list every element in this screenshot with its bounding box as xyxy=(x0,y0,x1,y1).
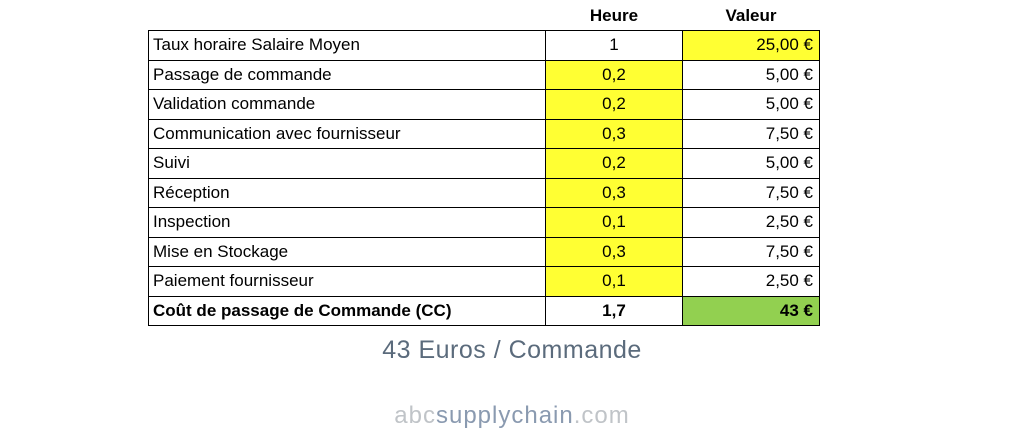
row-label: Paiement fournisseur xyxy=(148,266,546,297)
hours-cell: 0,3 xyxy=(545,177,683,208)
value-cell: 5,00 € xyxy=(682,89,820,120)
row-label: Validation commande xyxy=(148,89,546,120)
hours-cell: 1,7 xyxy=(545,295,683,326)
table-row: Inspection 0,1 2,50 € xyxy=(148,207,820,238)
table-row: Validation commande 0,2 5,00 € xyxy=(148,89,820,120)
hours-cell: 0,1 xyxy=(545,207,683,238)
table-row: Coût de passage de Commande (CC) 1,7 43 € xyxy=(148,295,820,326)
value-cell: 7,50 € xyxy=(682,118,820,149)
row-label: Suivi xyxy=(148,148,546,179)
table-body: Taux horaire Salaire Moyen 1 25,00 € Passag… xyxy=(148,30,820,326)
value-cell: 7,50 € xyxy=(682,177,820,208)
table-row: Paiement fournisseur 0,1 2,50 € xyxy=(148,266,820,297)
header-empty xyxy=(149,2,546,31)
value-cell: 5,00 € xyxy=(682,148,820,179)
row-label: Communication avec fournisseur xyxy=(148,118,546,149)
value-cell: 43 € xyxy=(682,295,820,326)
table-row: Communication avec fournisseur 0,3 7,50 € xyxy=(148,118,820,149)
row-label: Réception xyxy=(148,177,546,208)
row-label: Coût de passage de Commande (CC) xyxy=(148,295,546,326)
brand-prefix: abc xyxy=(394,402,436,429)
hours-cell: 0,3 xyxy=(545,236,683,267)
table-row: Taux horaire Salaire Moyen 1 25,00 € xyxy=(148,30,820,61)
header-row: Heure Valeur xyxy=(149,2,820,31)
hours-cell: 0,3 xyxy=(545,118,683,149)
brand-main: supplychain xyxy=(435,402,574,429)
table-row: Mise en Stockage 0,3 7,50 € xyxy=(148,236,820,267)
value-cell: 7,50 € xyxy=(682,236,820,267)
brand: abcsupplychain.com xyxy=(0,402,1024,430)
table-row: Suivi 0,2 5,00 € xyxy=(148,148,820,179)
cost-table: Heure Valeur Taux horaire Salaire Moyen 1… xyxy=(148,2,820,326)
column-header: Heure xyxy=(589,6,639,25)
brand-suffix: .com xyxy=(573,402,630,429)
row-label: Inspection xyxy=(148,207,546,238)
caption: 43 Euros / Commande xyxy=(382,336,642,364)
row-label: Passage de commande xyxy=(148,59,546,90)
value-cell: 2,50 € xyxy=(682,207,820,238)
value-cell: 25,00 € xyxy=(682,30,820,61)
hours-cell: 0,1 xyxy=(545,266,683,297)
table-row: Réception 0,3 7,50 € xyxy=(148,177,820,208)
hours-cell: 0,2 xyxy=(545,89,683,120)
table-row: Passage de commande 0,2 5,00 € xyxy=(148,59,820,90)
row-label: Taux horaire Salaire Moyen xyxy=(148,30,546,61)
hours-cell: 0,2 xyxy=(545,148,683,179)
hours-cell: 0,2 xyxy=(545,59,683,90)
column-header: Valeur xyxy=(725,6,777,25)
hours-cell: 1 xyxy=(545,30,683,61)
value-cell: 2,50 € xyxy=(682,266,820,297)
row-label: Mise en Stockage xyxy=(148,236,546,267)
value-cell: 5,00 € xyxy=(682,59,820,90)
